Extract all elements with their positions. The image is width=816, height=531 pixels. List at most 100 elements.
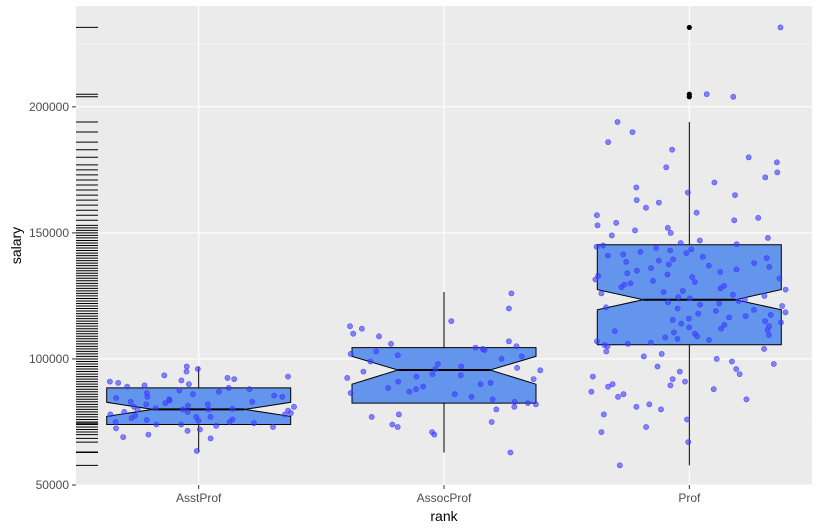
jitter-point: [731, 217, 738, 224]
jitter-point: [132, 412, 138, 419]
jitter-point: [185, 402, 191, 409]
jitter-point: [246, 386, 253, 393]
jitter-point: [633, 403, 640, 410]
x-tick-label: AsstProf: [176, 491, 222, 505]
jitter-point: [713, 308, 719, 314]
jitter-point: [406, 388, 413, 395]
jitter-point: [624, 270, 631, 277]
jitter-point: [270, 424, 276, 430]
jitter-point: [766, 323, 772, 330]
jitter-point: [285, 407, 291, 414]
jitter-point: [620, 251, 627, 258]
jitter-point: [373, 348, 380, 355]
jitter-point: [131, 403, 137, 410]
jitter-point: [766, 263, 773, 270]
rug-marks: [76, 26, 98, 466]
jitter-point: [778, 319, 784, 326]
jitter-point: [344, 374, 351, 381]
jitter-point: [279, 393, 286, 400]
jitter-point: [112, 419, 119, 425]
jitter-point: [508, 290, 515, 297]
jitter-point: [643, 204, 649, 211]
jitter-point: [185, 381, 192, 388]
jitter-point: [457, 372, 464, 379]
jitter-point: [655, 257, 662, 264]
jitter-point: [637, 248, 644, 255]
jitter-point: [143, 401, 150, 408]
jitter-point: [640, 353, 647, 360]
jitter-point: [620, 391, 627, 398]
jitter-point: [161, 372, 168, 379]
jitter-point: [429, 429, 435, 435]
jitter-point: [179, 406, 186, 413]
x-axis-title: rank: [430, 508, 458, 524]
jitter-point: [664, 224, 671, 231]
jitter-point: [145, 431, 152, 438]
jitter-point: [699, 253, 706, 260]
jitter-point: [350, 330, 357, 337]
jitter-point: [733, 266, 740, 273]
jitter-point: [194, 366, 201, 372]
jitter-point: [394, 352, 401, 359]
jitter-point: [762, 174, 769, 181]
jitter-point: [736, 371, 743, 377]
jitter-point: [458, 363, 465, 370]
jitter-point: [513, 343, 520, 350]
jitter-point: [692, 330, 698, 337]
jitter-point: [605, 383, 611, 390]
jitter-point: [776, 275, 783, 282]
jitter-point: [153, 421, 160, 428]
jitter-point: [730, 93, 737, 100]
jitter-point: [593, 243, 600, 250]
outlier-point: [686, 24, 692, 31]
jitter-point: [595, 272, 601, 279]
jitter-point: [124, 383, 131, 390]
jitter-point: [648, 339, 654, 346]
jitter-point: [684, 189, 691, 196]
jitter-point: [777, 24, 784, 31]
jitter-point: [107, 378, 113, 385]
jitter-point: [650, 277, 656, 284]
jitter-point: [741, 296, 748, 303]
jitter-point: [271, 392, 277, 399]
y-tick-label: 200000: [29, 100, 69, 114]
jitter-point: [613, 219, 620, 226]
jitter-point: [524, 400, 531, 406]
jitter-point: [627, 280, 634, 287]
jitter-point: [183, 368, 190, 375]
jitter-point: [477, 381, 484, 388]
y-tick-label: 50000: [36, 478, 70, 492]
y-tick-label: 100000: [29, 352, 69, 366]
jitter-point: [395, 411, 402, 418]
x-tick-label: Prof: [678, 491, 701, 505]
jitter-point: [448, 318, 455, 324]
jitter-point: [634, 267, 640, 274]
jitter-point: [733, 241, 740, 248]
jitter-point: [656, 199, 662, 206]
jitter-point: [120, 434, 127, 440]
jitter-point: [678, 320, 685, 327]
jitter-point: [608, 232, 615, 239]
jitter-point: [511, 398, 518, 405]
jitter-point: [765, 234, 771, 241]
jitter-point: [281, 411, 288, 418]
jitter-point: [623, 258, 630, 265]
jitter-point: [733, 366, 740, 372]
jitter-point: [518, 353, 525, 360]
jitter-point: [429, 371, 436, 377]
x-tick-label: AssocProf: [417, 491, 472, 505]
jitter-point: [643, 424, 649, 430]
jitter-point: [716, 300, 723, 307]
jitter-point: [498, 355, 505, 362]
jitter-point: [193, 413, 200, 420]
jitter-point: [735, 298, 742, 304]
jitter-point: [413, 373, 420, 380]
jitter-point: [594, 338, 600, 345]
jitter-point: [189, 391, 196, 398]
jitter-point: [141, 382, 148, 389]
jitter-point: [603, 304, 609, 311]
jitter-point: [121, 408, 128, 415]
jitter-point: [420, 383, 426, 390]
jitter-point: [368, 413, 375, 420]
